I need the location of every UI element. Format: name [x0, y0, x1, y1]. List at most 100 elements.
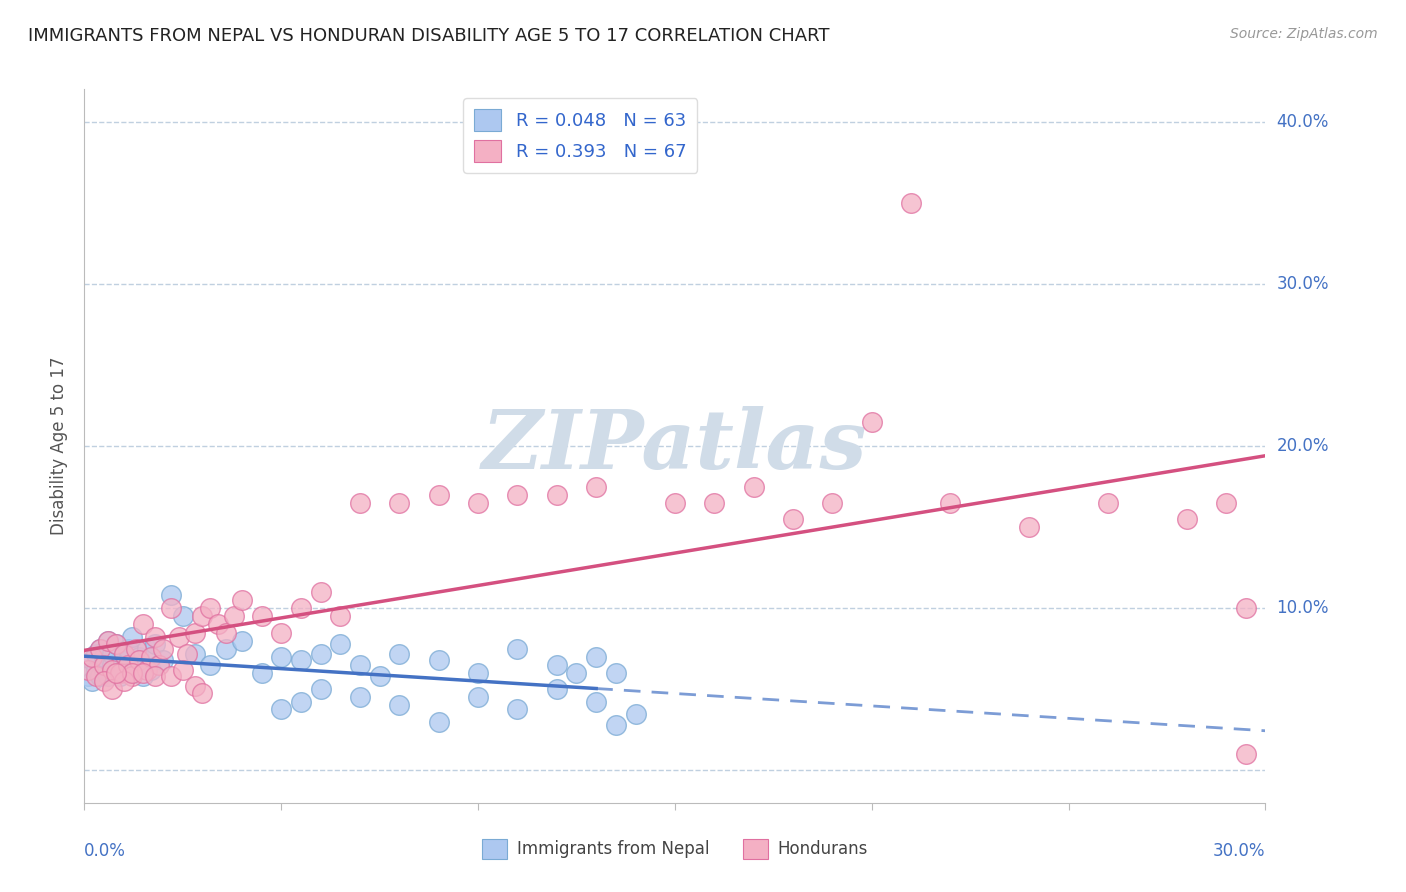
Point — [89, 641, 111, 656]
Point — [183, 647, 205, 661]
Point — [104, 666, 127, 681]
Point — [172, 663, 194, 677]
Point — [84, 669, 107, 683]
Point — [128, 653, 150, 667]
Point — [388, 698, 411, 713]
Point — [121, 666, 143, 681]
Point — [183, 625, 205, 640]
Y-axis label: Disability Age 5 to 17: Disability Age 5 to 17 — [51, 357, 69, 535]
Point — [290, 653, 312, 667]
Point — [124, 641, 146, 656]
Point — [101, 663, 124, 677]
Point — [89, 669, 111, 683]
Point — [546, 657, 568, 672]
Point — [121, 666, 143, 681]
Point — [939, 496, 962, 510]
Point — [546, 488, 568, 502]
Point — [191, 609, 214, 624]
Point — [104, 666, 127, 681]
Point — [117, 641, 139, 656]
Point — [222, 609, 245, 624]
Point — [290, 695, 312, 709]
Text: ZIPatlas: ZIPatlas — [482, 406, 868, 486]
Point — [270, 702, 292, 716]
Point — [104, 637, 127, 651]
Text: 0.0%: 0.0% — [84, 842, 127, 860]
Point — [132, 669, 155, 683]
Point — [664, 496, 686, 510]
Text: 30.0%: 30.0% — [1277, 275, 1329, 293]
Point — [141, 649, 163, 664]
Point — [82, 649, 104, 664]
Point — [329, 609, 352, 624]
Point — [270, 625, 292, 640]
Point — [112, 647, 135, 661]
Point — [1018, 520, 1040, 534]
Point — [101, 682, 124, 697]
Point — [215, 625, 238, 640]
Text: 40.0%: 40.0% — [1277, 112, 1329, 130]
Point — [117, 657, 139, 672]
Point — [860, 415, 883, 429]
Point — [121, 669, 143, 683]
Point — [101, 657, 124, 672]
Point — [108, 657, 131, 672]
Point — [84, 663, 107, 677]
Point — [160, 669, 183, 683]
Point — [143, 669, 166, 683]
Point — [742, 479, 765, 493]
Point — [93, 674, 115, 689]
Point — [1234, 747, 1257, 761]
Point — [900, 195, 922, 210]
Point — [97, 633, 120, 648]
Point — [546, 682, 568, 697]
Point — [112, 663, 135, 677]
Point — [506, 702, 529, 716]
Point — [172, 609, 194, 624]
Point — [585, 695, 607, 709]
Point — [77, 669, 100, 683]
Point — [93, 657, 115, 672]
Point — [108, 666, 131, 681]
Point — [506, 488, 529, 502]
Point — [349, 657, 371, 672]
Point — [77, 663, 100, 677]
Point — [782, 512, 804, 526]
Point — [143, 631, 166, 645]
Point — [136, 663, 159, 677]
Point — [427, 653, 450, 667]
Point — [167, 631, 190, 645]
Point — [388, 496, 411, 510]
Point — [97, 669, 120, 683]
Point — [207, 617, 229, 632]
Point — [506, 641, 529, 656]
Point — [97, 633, 120, 648]
Point — [605, 666, 627, 681]
Text: IMMIGRANTS FROM NEPAL VS HONDURAN DISABILITY AGE 5 TO 17 CORRELATION CHART: IMMIGRANTS FROM NEPAL VS HONDURAN DISABI… — [28, 27, 830, 45]
Point — [270, 649, 292, 664]
Point — [250, 666, 273, 681]
Point — [703, 496, 725, 510]
Point — [467, 666, 489, 681]
Point — [200, 601, 222, 615]
Point — [1097, 496, 1119, 510]
Point — [93, 663, 115, 677]
Point — [388, 647, 411, 661]
Point — [821, 496, 844, 510]
Point — [89, 641, 111, 656]
Point — [148, 657, 170, 672]
Point — [141, 663, 163, 677]
Point — [231, 633, 253, 648]
Point — [368, 669, 391, 683]
Point — [176, 647, 198, 661]
Point — [191, 685, 214, 699]
Point — [160, 588, 183, 602]
Point — [565, 666, 588, 681]
Point — [121, 631, 143, 645]
Point — [1234, 601, 1257, 615]
Point — [467, 496, 489, 510]
Point — [329, 637, 352, 651]
Text: Source: ZipAtlas.com: Source: ZipAtlas.com — [1230, 27, 1378, 41]
Point — [349, 690, 371, 705]
Point — [82, 674, 104, 689]
